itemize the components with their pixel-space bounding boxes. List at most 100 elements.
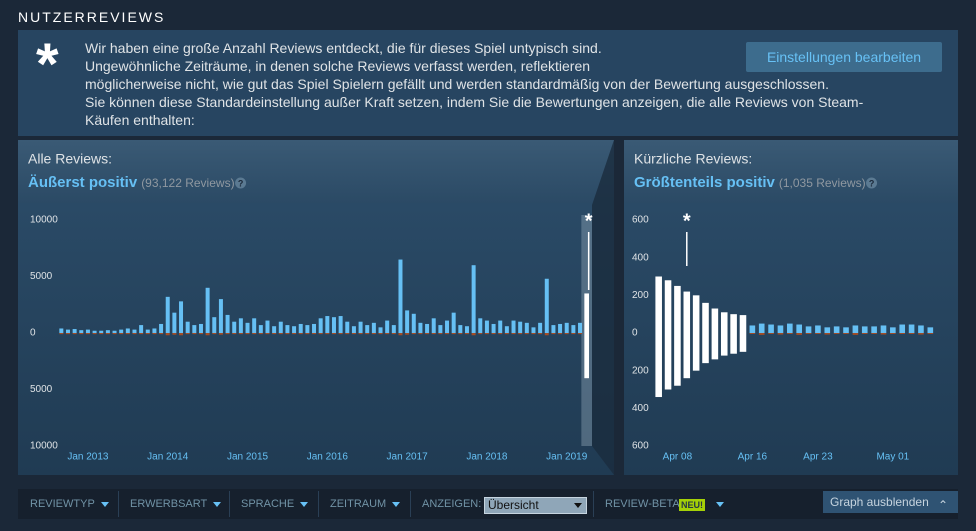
y-tick-label: 10000 (30, 215, 58, 226)
bar (411, 333, 416, 335)
bar (79, 330, 84, 333)
bar (312, 333, 317, 335)
bar (861, 333, 868, 334)
bar (371, 333, 376, 335)
y-tick-label: 400 (632, 403, 649, 414)
bar (298, 323, 303, 333)
filter[interactable]: REVIEWTYP (30, 489, 109, 519)
panel-header (624, 140, 958, 203)
bar (105, 330, 110, 333)
bar (159, 333, 164, 335)
separator (410, 491, 411, 517)
bar (125, 333, 130, 335)
bar (185, 321, 190, 333)
bar (139, 333, 144, 335)
display-select[interactable]: Übersicht (484, 497, 587, 514)
bar (451, 312, 456, 333)
bar (232, 333, 237, 335)
bar (880, 333, 887, 335)
bar (584, 333, 590, 379)
bar (305, 325, 310, 333)
x-tick-label: Apr 23 (803, 452, 833, 463)
beta-dropdown[interactable] (710, 489, 724, 519)
filter[interactable]: ZEITRAUM (330, 489, 401, 519)
bar (391, 333, 396, 335)
chart-area (624, 203, 958, 475)
bar (59, 328, 64, 333)
help-icon-text: ? (238, 178, 244, 188)
bar (692, 295, 700, 333)
bar (484, 320, 489, 333)
bar (524, 322, 529, 333)
review-count: (1,035 Reviews) (779, 176, 866, 190)
bar (252, 318, 257, 333)
bar (159, 323, 164, 333)
settings-button[interactable]: Einstellungen bearbeiten (746, 42, 942, 72)
bar (451, 333, 456, 335)
bar (358, 321, 363, 333)
bar (425, 323, 430, 333)
bar (305, 333, 310, 335)
bar (511, 333, 516, 335)
bar (99, 330, 104, 333)
y-tick-label: 200 (632, 290, 649, 301)
bar (758, 323, 765, 333)
x-tick-label: Jan 2019 (546, 452, 588, 463)
bar (861, 326, 868, 333)
help-icon (866, 177, 878, 189)
bar (218, 299, 223, 333)
bar (815, 325, 821, 333)
bar (749, 333, 756, 334)
separator (318, 491, 319, 517)
bar (571, 325, 576, 333)
y-tick-label: 600 (632, 441, 649, 452)
hide-graph-button[interactable]: Graph ausblenden ⌃ (823, 491, 958, 513)
filter[interactable]: SPRACHE (241, 489, 309, 519)
bar (285, 325, 290, 333)
bar (464, 333, 469, 335)
bar (331, 317, 336, 333)
bar (544, 333, 549, 336)
filter-label: REVIEWTYP (30, 498, 95, 510)
bar (285, 333, 290, 335)
bar (805, 326, 812, 333)
bar (418, 322, 423, 333)
bar (458, 333, 463, 335)
bar (152, 328, 157, 333)
bar (345, 333, 350, 335)
bar (464, 326, 469, 333)
bar (225, 314, 230, 333)
bar (730, 314, 737, 333)
bar (345, 321, 350, 333)
bar (702, 302, 709, 333)
bar (72, 329, 77, 333)
rating: Äußerst positiv (28, 174, 138, 191)
bar (378, 327, 383, 333)
notice-line: Wir haben eine große Anzahl Reviews entd… (85, 40, 602, 56)
bar (245, 333, 250, 335)
bar (85, 329, 90, 333)
bar (405, 333, 410, 335)
bar (551, 333, 556, 335)
y-tick-label: 200 (632, 365, 649, 376)
bar (112, 330, 117, 333)
x-tick-label: May 01 (876, 452, 909, 463)
bar (518, 333, 523, 335)
bar (145, 329, 150, 333)
bar (212, 333, 217, 335)
bar (833, 333, 840, 334)
bar (511, 320, 516, 333)
filter[interactable]: ERWERBSART (130, 489, 222, 519)
filter-label: ZEITRAUM (330, 498, 387, 510)
bar (504, 333, 509, 335)
bar (125, 328, 130, 333)
bar (265, 333, 270, 335)
bar (265, 320, 270, 333)
bar (564, 322, 569, 333)
panel-label: Alle Reviews: (28, 151, 112, 167)
bar (139, 325, 144, 333)
selection-shade (592, 140, 614, 475)
x-tick-label: Jan 2017 (387, 452, 429, 463)
help-icon (235, 177, 247, 189)
